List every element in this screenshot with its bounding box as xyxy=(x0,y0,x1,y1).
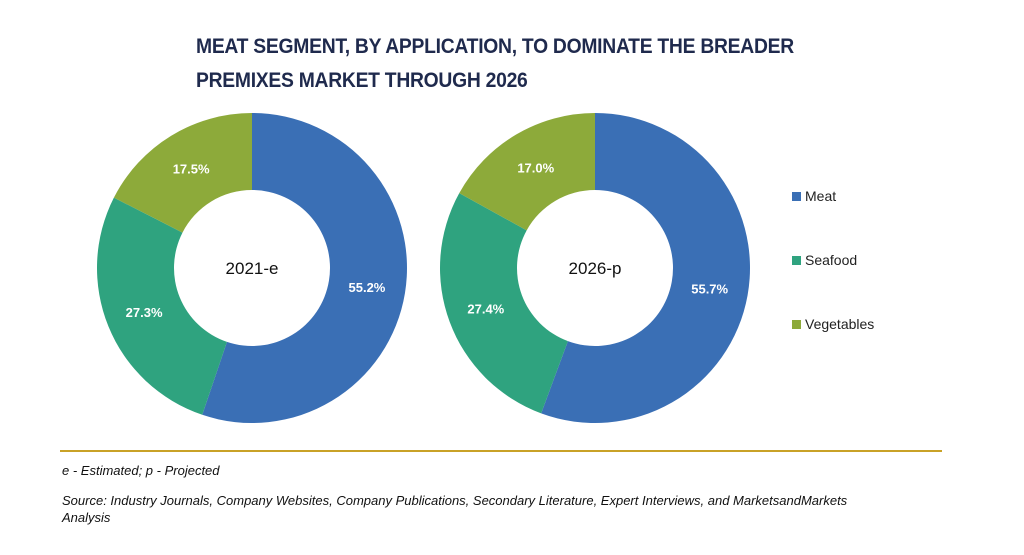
data-label-2021-e-meat: 55.2% xyxy=(349,280,386,295)
slice-2026-p-meat xyxy=(541,113,750,424)
legend-item-vegetables: Vegetables xyxy=(792,314,874,334)
center-label-2026-p: 2026-p xyxy=(569,259,622,278)
legend-swatch-meat xyxy=(792,191,801,201)
slice-2021-e-meat xyxy=(202,113,407,423)
legend-label-vegetables: Vegetables xyxy=(805,316,875,332)
data-label-2021-e-seafood: 27.3% xyxy=(126,305,163,320)
slice-2021-e-vegetables xyxy=(113,113,253,233)
legend-swatch-seafood xyxy=(792,255,801,265)
slice-2021-e-seafood xyxy=(96,197,227,415)
legend-label-seafood: Seafood xyxy=(805,252,858,268)
legend-item-seafood: Seafood xyxy=(792,250,874,270)
footnote: e - Estimated; p - Projected xyxy=(62,463,220,478)
chart-title: MEAT SEGMENT, BY APPLICATION, TO DOMINAT… xyxy=(196,35,794,92)
source-note: Source: Industry Journals, Company Websi… xyxy=(62,493,848,525)
legend-item-meat: Meat xyxy=(792,186,874,206)
data-label-2026-p-vegetables: 17.0% xyxy=(517,161,554,176)
slice-2026-p-seafood xyxy=(440,193,568,414)
data-label-2026-p-seafood: 27.4% xyxy=(467,302,504,317)
divider xyxy=(60,450,942,452)
legend: Meat Seafood Vegetables xyxy=(792,186,874,378)
data-label-2026-p-meat: 55.7% xyxy=(691,282,728,297)
slice-2026-p-vegetables xyxy=(459,113,595,231)
center-label-2021-e: 2021-e xyxy=(226,259,279,278)
donut-charts: 55.2% 27.3% 17.5% 2021-e 55.7% 27.4% 17.0% 2026… xyxy=(96,113,750,424)
legend-label-meat: Meat xyxy=(805,188,837,204)
legend-swatch-vegetables xyxy=(792,319,801,329)
data-label-2021-e-vegetables: 17.5% xyxy=(173,162,210,177)
